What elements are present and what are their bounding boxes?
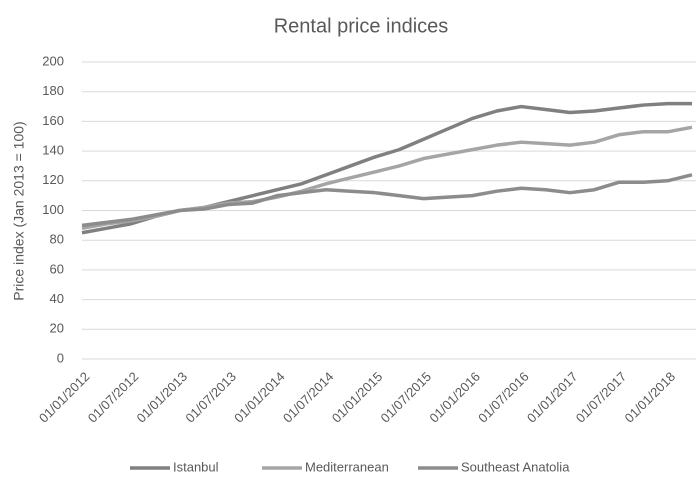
y-tick-label: 0 [57, 350, 64, 365]
x-tick-label: 01/07/2017 [573, 369, 630, 426]
y-tick-label: 160 [42, 113, 64, 128]
y-tick-label: 140 [42, 143, 64, 158]
x-tick-label: 01/01/2014 [231, 369, 288, 426]
x-tick-label: 01/01/2018 [622, 369, 679, 426]
chart-title: Rental price indices [274, 15, 449, 37]
y-tick-label: 200 [42, 53, 64, 68]
y-tick-label: 120 [42, 172, 64, 187]
x-tick-label: 01/07/2016 [475, 369, 532, 426]
legend-label: Istanbul [173, 459, 219, 474]
y-tick-label: 80 [50, 232, 64, 247]
x-tick-label: 01/01/2013 [134, 369, 191, 426]
x-tick-label: 01/07/2015 [378, 369, 435, 426]
x-tick-label: 01/01/2015 [329, 369, 386, 426]
x-tick-label: 01/07/2014 [280, 369, 337, 426]
y-tick-label: 40 [50, 291, 64, 306]
y-tick-label: 180 [42, 83, 64, 98]
legend-label: Mediterranean [305, 459, 389, 474]
y-tick-label: 60 [50, 261, 64, 276]
y-axis-title: Price index (Jan 2013 = 100) [11, 121, 27, 300]
legend-label: Southeast Anatolia [461, 459, 570, 474]
x-tick-label: 01/01/2017 [524, 369, 581, 426]
x-tick-label: 01/07/2013 [182, 369, 239, 426]
x-tick-label: 01/01/2012 [36, 369, 93, 426]
x-tick-label: 01/07/2012 [85, 369, 142, 426]
y-tick-label: 100 [42, 202, 64, 217]
series-line [81, 173, 693, 228]
x-tick-label: 01/01/2016 [426, 369, 483, 426]
y-tick-label: 20 [50, 321, 64, 336]
